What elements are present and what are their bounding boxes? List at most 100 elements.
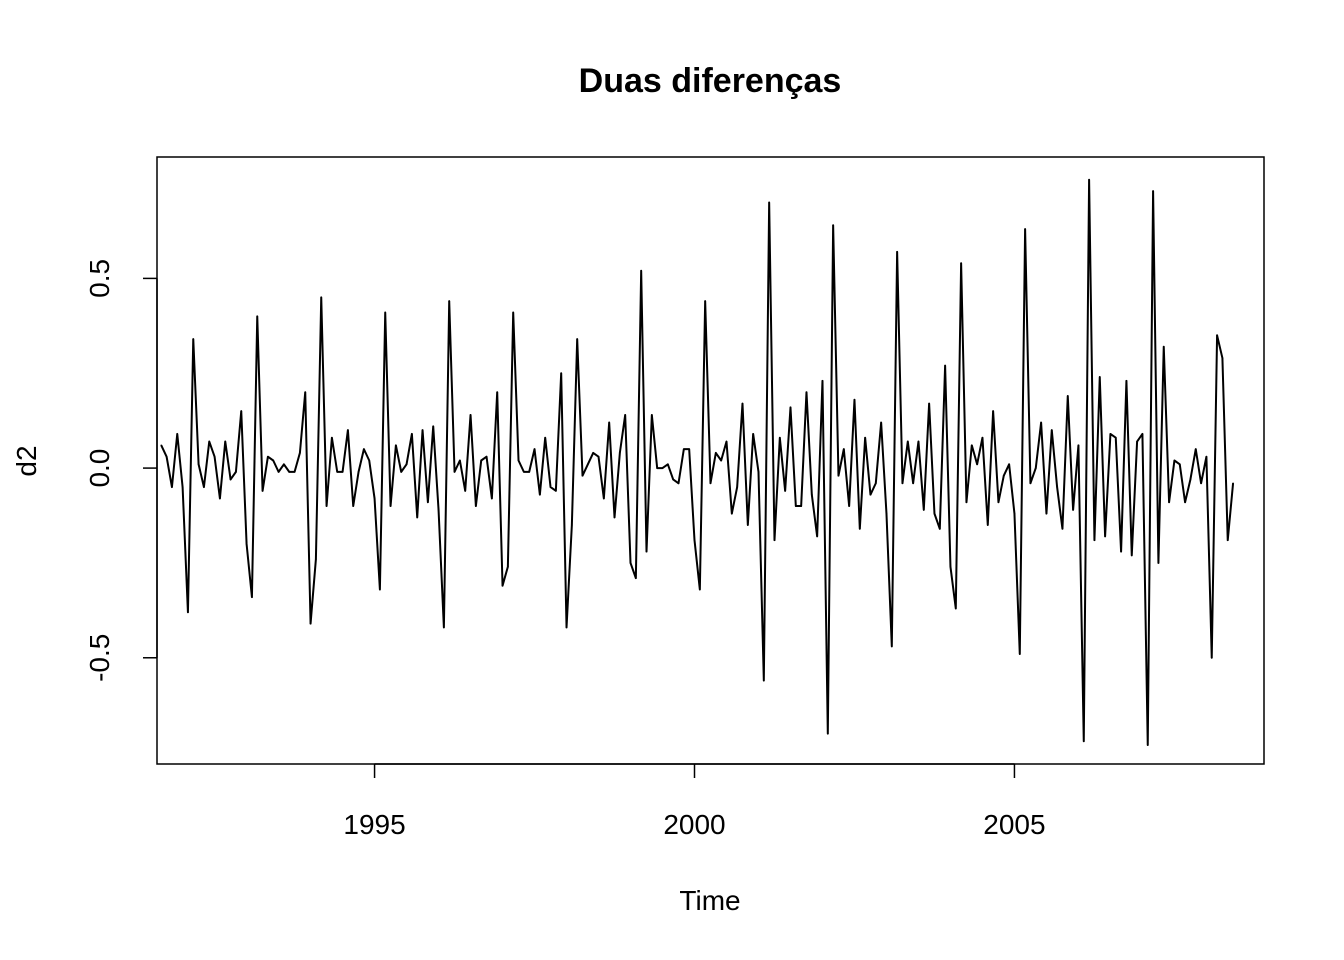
data-point-119 — [795, 505, 797, 507]
x-axis: 1995 2000 2005 — [343, 763, 1046, 840]
data-point-164 — [1034, 467, 1037, 469]
data-point-59 — [475, 505, 477, 507]
data-point-93 — [656, 467, 658, 469]
data-point-90 — [640, 270, 642, 272]
data-point-197 — [1210, 656, 1213, 659]
data-point-126 — [832, 224, 834, 227]
data-point-53 — [443, 626, 445, 629]
data-point-96 — [672, 478, 674, 481]
data-point-98 — [683, 448, 685, 450]
data-point-115 — [773, 539, 776, 541]
data-point-143 — [922, 509, 925, 511]
data-point-84 — [608, 421, 610, 424]
data-point-169 — [1061, 527, 1064, 530]
data-point-16 — [245, 543, 248, 545]
data-point-47 — [411, 433, 413, 435]
y-tick-label--0.5: -0.5 — [84, 634, 115, 682]
data-point-154 — [981, 436, 984, 439]
data-point-106 — [725, 440, 728, 443]
data-point-3 — [176, 433, 179, 435]
data-point-170 — [1066, 395, 1069, 397]
data-point-101 — [699, 588, 701, 591]
data-point-166 — [1045, 512, 1048, 515]
data-point-167 — [1050, 429, 1053, 431]
data-point-150 — [960, 262, 962, 265]
data-point-66 — [512, 311, 514, 314]
y-tick-label-0.0: 0.0 — [84, 449, 115, 488]
data-point-62 — [491, 497, 493, 500]
data-point-27 — [304, 391, 307, 394]
data-point-82 — [597, 455, 600, 458]
data-point-69 — [528, 471, 530, 473]
data-point-51 — [432, 425, 435, 428]
data-point-141 — [912, 482, 914, 485]
data-point-174 — [1088, 178, 1090, 181]
data-point-88 — [629, 562, 632, 564]
data-point-117 — [784, 490, 786, 492]
data-point-189 — [1168, 501, 1170, 504]
data-point-42 — [384, 311, 387, 314]
data-point-20 — [267, 455, 269, 458]
data-point-156 — [992, 410, 994, 412]
data-point-107 — [731, 512, 733, 515]
data-point-185 — [1146, 744, 1149, 746]
data-point-18 — [256, 315, 259, 318]
data-point-123 — [816, 535, 818, 538]
data-point-186 — [1152, 190, 1154, 192]
data-point-56 — [459, 459, 461, 462]
data-point-129 — [848, 505, 850, 507]
data-point-135 — [880, 421, 882, 424]
data-point-40 — [373, 497, 376, 500]
data-point-33 — [336, 471, 339, 473]
series-line-d2 — [160, 178, 1235, 747]
data-point-55 — [453, 471, 456, 473]
data-point-140 — [907, 440, 909, 443]
data-point-78 — [576, 338, 578, 340]
data-point-157 — [997, 501, 1000, 504]
data-point-73 — [549, 486, 552, 488]
data-point-109 — [741, 402, 744, 405]
data-point-138 — [896, 251, 898, 253]
data-point-6 — [192, 338, 195, 340]
data-point-178 — [1109, 433, 1112, 435]
data-point-72 — [544, 436, 546, 439]
data-point-111 — [752, 433, 754, 435]
y-tick-label-0.5: 0.5 — [84, 259, 115, 298]
data-point-41 — [379, 588, 381, 591]
data-point-4 — [181, 486, 184, 488]
data-point-145 — [933, 512, 936, 515]
data-point-104 — [715, 452, 717, 454]
x-axis-label: Time — [679, 885, 740, 916]
data-point-173 — [1082, 740, 1085, 743]
series-points — [160, 178, 1234, 746]
data-point-112 — [757, 471, 760, 473]
data-point-76 — [565, 626, 568, 629]
data-point-8 — [203, 486, 205, 488]
data-point-139 — [901, 482, 904, 485]
data-point-28 — [309, 622, 312, 625]
data-point-91 — [645, 550, 648, 553]
data-point-21 — [272, 459, 275, 462]
data-point-131 — [859, 527, 861, 530]
data-point-130 — [853, 399, 856, 401]
data-point-9 — [208, 440, 211, 443]
data-point-191 — [1178, 463, 1181, 466]
data-point-152 — [970, 444, 973, 447]
data-point-198 — [1216, 334, 1218, 337]
data-point-184 — [1141, 433, 1144, 435]
data-point-168 — [1056, 486, 1058, 488]
data-point-31 — [325, 505, 328, 507]
data-point-155 — [986, 524, 989, 526]
data-point-14 — [235, 471, 237, 473]
data-point-57 — [464, 490, 467, 492]
data-point-201 — [1232, 482, 1234, 485]
data-point-54 — [448, 300, 451, 302]
data-point-83 — [603, 497, 605, 500]
data-point-158 — [1002, 474, 1005, 477]
data-point-48 — [416, 516, 419, 519]
data-point-70 — [533, 448, 536, 450]
data-point-188 — [1162, 345, 1165, 348]
data-point-71 — [539, 493, 541, 496]
data-point-128 — [843, 448, 845, 450]
data-point-75 — [560, 372, 562, 375]
